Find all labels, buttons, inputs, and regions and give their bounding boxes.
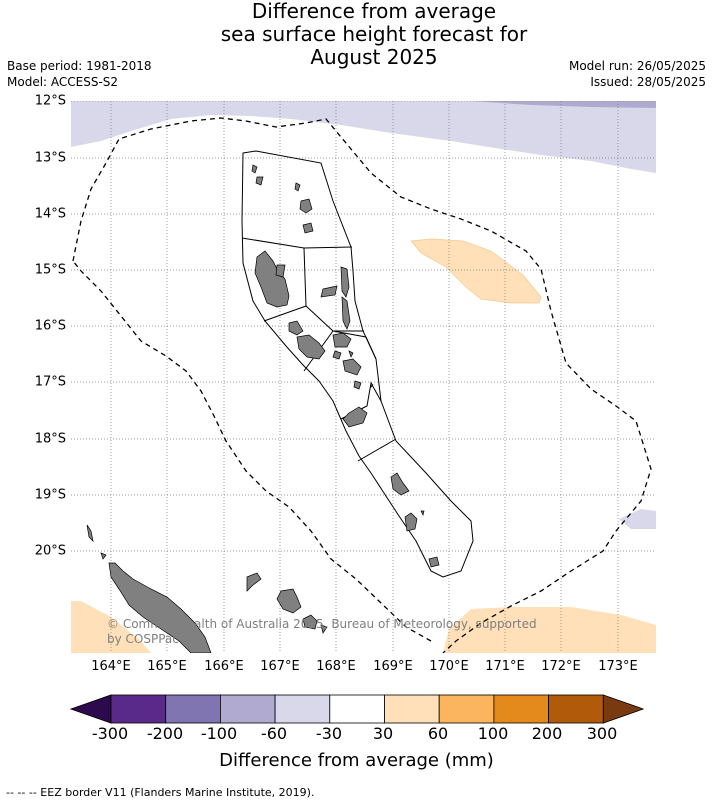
colorbar-cells <box>70 694 644 724</box>
graticule <box>71 101 656 653</box>
colorbar <box>70 694 644 724</box>
base-period-text: Base period: 1981-2018 <box>7 59 152 73</box>
colorbar-extend-high <box>602 694 644 724</box>
colorbar-tick-5: -30 <box>315 724 343 743</box>
model-text: Model: ACCESS-S2 <box>7 75 119 89</box>
title-line-2: sea surface height forecast for <box>220 22 528 46</box>
colorbar-tick-6: 30 <box>372 724 394 743</box>
anomaly-region-positive-east <box>410 238 542 304</box>
colorbar-cell <box>110 694 167 724</box>
colorbar-cell <box>329 694 385 724</box>
colorbar-tick-10: 300 <box>586 724 618 743</box>
lat-label-12s: 12°S <box>34 93 66 109</box>
lon-label-172e: 172°E <box>541 659 581 674</box>
land-vanuatu <box>251 164 440 568</box>
title-line-3: August 2025 <box>310 45 438 69</box>
map-title: Difference from average sea surface heig… <box>0 0 713 69</box>
issued-text: Issued: 28/05/2025 <box>590 75 706 89</box>
eez-border <box>72 117 652 653</box>
title-line-1: Difference from average <box>251 0 497 23</box>
anomaly-region-positive-south <box>443 607 656 653</box>
copyright-notice: © Commonwealth of Australia 2025, Bureau… <box>107 617 537 647</box>
map-panel <box>71 101 656 653</box>
lat-label-13s: 13°S <box>34 150 66 166</box>
meta-left: Base period: 1981-2018 Model: ACCESS-S2 <box>7 58 152 90</box>
colorbar-cell <box>219 694 276 724</box>
colorbar-tick-8: 100 <box>477 724 509 743</box>
colorbar-cell <box>384 694 440 724</box>
lat-label-14s: 14°S <box>34 206 66 222</box>
lon-label-171e: 171°E <box>485 659 525 674</box>
colorbar-cell <box>274 694 331 724</box>
colorbar-tick-4: -60 <box>260 724 288 743</box>
lon-label-168e: 168°E <box>316 659 356 674</box>
lon-label-170e: 170°E <box>429 659 469 674</box>
lat-label-20s: 20°S <box>34 543 66 559</box>
lat-label-19s: 19°S <box>34 487 66 503</box>
anomaly-region-negative-north <box>71 101 656 173</box>
lon-label-164e: 164°E <box>91 659 131 674</box>
lon-label-173e: 173°E <box>598 659 638 674</box>
meta-right: Model run: 26/05/2025 Issued: 28/05/2025 <box>569 58 706 90</box>
colorbar-tick-7: 60 <box>427 724 449 743</box>
colorbar-cell <box>438 694 495 724</box>
lat-label-16s: 16°S <box>34 318 66 334</box>
model-run-text: Model run: 26/05/2025 <box>568 59 706 73</box>
colorbar-cell <box>165 694 221 724</box>
colorbar-extend-low <box>70 694 112 724</box>
copyright-line-2: by COSPPac <box>107 632 179 646</box>
lon-label-169e: 169°E <box>373 659 413 674</box>
lon-label-166e: 166°E <box>204 659 244 674</box>
colorbar-cell <box>493 694 549 724</box>
colorbar-tick-3: -100 <box>200 724 238 743</box>
colorbar-tick-2: -200 <box>146 724 184 743</box>
colorbar-cell <box>548 694 604 724</box>
anomaly-region-negative-east <box>619 509 656 529</box>
lat-label-15s: 15°S <box>34 262 66 278</box>
land-new-caledonia <box>86 524 328 653</box>
copyright-line-1: © Commonwealth of Australia 2025, Bureau… <box>107 617 537 631</box>
lat-label-17s: 17°S <box>34 374 66 390</box>
lon-label-167e: 167°E <box>260 659 300 674</box>
lat-label-18s: 18°S <box>34 431 66 447</box>
lon-label-165e: 165°E <box>147 659 187 674</box>
anomaly-region-negative-north-deep <box>471 101 656 108</box>
colorbar-label: Difference from average (mm) <box>219 750 494 771</box>
eez-legend-footer: -- -- -- EEZ border V11 (Flanders Marine… <box>6 786 315 799</box>
colorbar-tick-1: -300 <box>91 724 129 743</box>
colorbar-tick-9: 200 <box>531 724 563 743</box>
ocean-background <box>71 101 656 653</box>
